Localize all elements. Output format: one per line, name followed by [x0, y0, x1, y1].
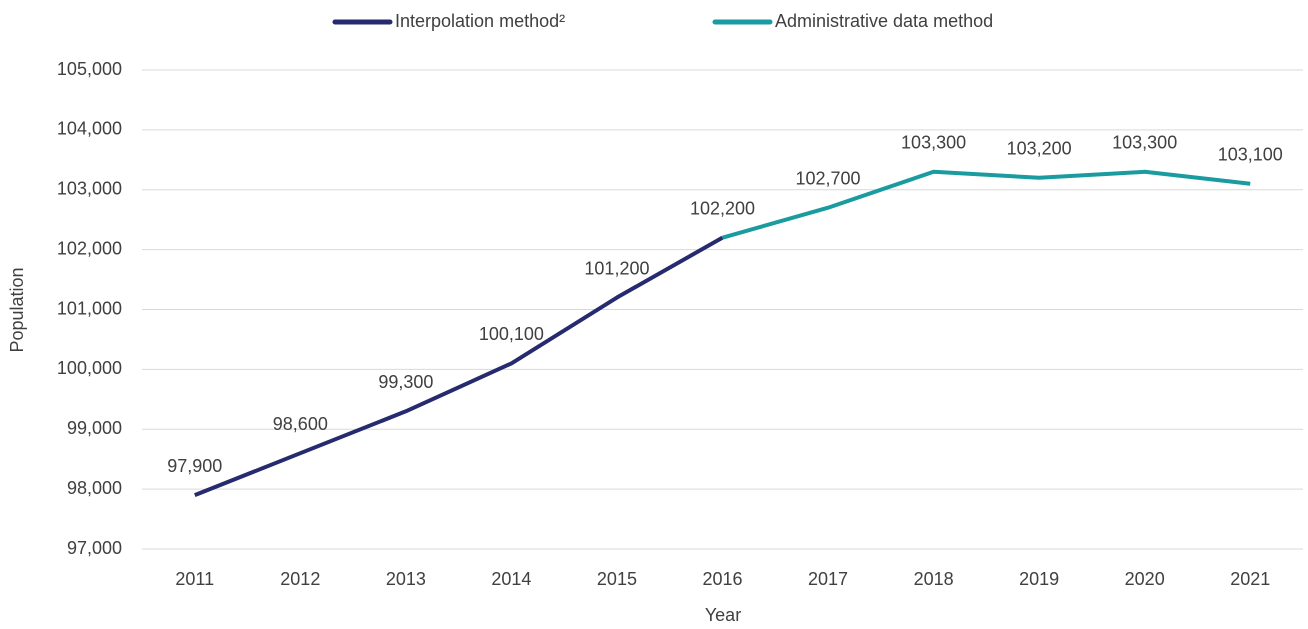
series-line [194, 235, 724, 497]
x-tick-label: 2018 [914, 569, 954, 589]
series-line [721, 169, 1251, 240]
data-label: 98,600 [273, 414, 328, 434]
data-label: 103,300 [1112, 133, 1177, 153]
x-tick-label: 2019 [1019, 569, 1059, 589]
data-label: 102,200 [690, 198, 755, 218]
y-tick-label: 97,000 [67, 538, 122, 558]
data-label: 97,900 [167, 456, 222, 476]
y-tick-label: 101,000 [57, 298, 122, 318]
y-tick-label: 100,000 [57, 358, 122, 378]
y-tick-label: 99,000 [67, 418, 122, 438]
x-tick-label: 2020 [1125, 569, 1165, 589]
data-label: 99,300 [378, 372, 433, 392]
x-tick-label: 2014 [491, 569, 531, 589]
data-label: 100,100 [479, 324, 544, 344]
data-label: 103,100 [1218, 145, 1283, 165]
x-tick-label: 2021 [1230, 569, 1270, 589]
data-label: 102,700 [796, 168, 861, 188]
data-label: 103,200 [1007, 139, 1072, 159]
y-tick-label: 102,000 [57, 238, 122, 258]
y-tick-label: 103,000 [57, 179, 122, 199]
x-tick-label: 2015 [597, 569, 637, 589]
legend-label: Administrative data method [775, 11, 993, 31]
x-tick-label: 2012 [280, 569, 320, 589]
y-tick-label: 98,000 [67, 478, 122, 498]
x-tick-label: 2016 [702, 569, 742, 589]
x-tick-label: 2011 [175, 569, 214, 589]
x-tick-label: 2017 [808, 569, 848, 589]
data-label: 101,200 [584, 258, 649, 278]
x-axis-title: Year [705, 605, 741, 625]
x-tick-label: 2013 [386, 569, 426, 589]
y-tick-label: 104,000 [57, 119, 122, 139]
legend-label: Interpolation method² [395, 11, 565, 31]
y-axis-title: Population [7, 267, 27, 352]
data-label: 103,300 [901, 133, 966, 153]
y-tick-label: 105,000 [57, 59, 122, 79]
